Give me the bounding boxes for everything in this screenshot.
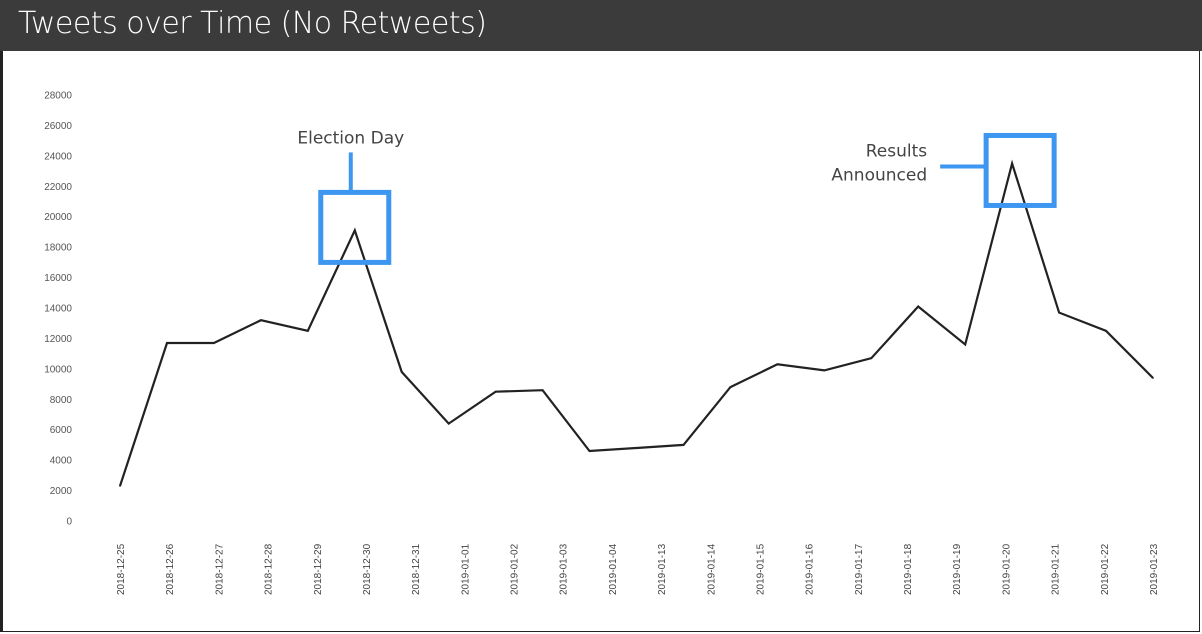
y-tick-label: 22000 xyxy=(44,182,72,193)
x-tick-label: 2019-01-13 xyxy=(657,543,668,595)
y-tick-label: 4000 xyxy=(50,456,73,467)
x-tick-label: 2018-12-26 xyxy=(165,543,176,595)
y-tick-label: 12000 xyxy=(44,334,72,345)
data-point xyxy=(494,390,497,393)
data-point xyxy=(917,305,920,308)
data-point xyxy=(682,444,685,446)
data-point xyxy=(353,229,356,232)
x-tick-label: 2019-01-20 xyxy=(1001,543,1012,595)
data-point xyxy=(1152,377,1154,379)
election-day-label: Election Day xyxy=(297,128,404,148)
y-tick-label: 8000 xyxy=(50,395,73,406)
data-point xyxy=(588,450,591,452)
x-tick-label: 2018-12-30 xyxy=(362,543,373,595)
election-day-highlight-box xyxy=(318,189,392,265)
data-point xyxy=(307,330,309,332)
x-tick-label: 2019-01-19 xyxy=(952,543,963,595)
results-announced-label: Announced xyxy=(831,165,927,185)
x-tick-label: 2019-01-23 xyxy=(1149,543,1160,595)
x-tick-label: 2019-01-17 xyxy=(854,543,865,595)
x-tick-label: 2019-01-22 xyxy=(1100,543,1111,595)
x-tick-label: 2019-01-03 xyxy=(559,543,570,595)
x-tick-label: 2019-01-01 xyxy=(460,543,471,595)
data-point xyxy=(400,371,403,373)
data-point xyxy=(166,342,168,344)
x-tick-label: 2019-01-16 xyxy=(805,543,816,595)
x-tick-label: 2019-01-02 xyxy=(510,543,521,595)
data-point xyxy=(119,485,121,487)
x-tick-label: 2019-01-21 xyxy=(1051,543,1062,595)
x-tick-label: 2018-12-29 xyxy=(313,543,324,595)
x-tick-label: 2019-01-18 xyxy=(903,543,914,595)
y-tick-label: 6000 xyxy=(50,425,73,436)
y-tick-label: 26000 xyxy=(44,121,72,132)
y-tick-label: 28000 xyxy=(44,91,72,102)
data-point xyxy=(776,363,779,366)
y-tick-label: 14000 xyxy=(44,304,72,315)
x-tick-label: 2019-01-15 xyxy=(755,543,766,595)
x-tick-label: 2018-12-27 xyxy=(214,543,225,595)
data-point xyxy=(213,342,215,344)
y-tick-label: 2000 xyxy=(50,486,73,497)
y-tick-label: 24000 xyxy=(44,151,72,162)
x-tick-label: 2018-12-31 xyxy=(411,543,422,595)
y-tick-label: 0 xyxy=(66,517,72,528)
data-point xyxy=(1011,162,1013,165)
x-tick-label: 2018-12-28 xyxy=(264,543,275,595)
x-tick-label: 2019-01-04 xyxy=(608,543,619,595)
data-point xyxy=(447,422,450,425)
data-point xyxy=(964,343,966,346)
y-tick-label: 20000 xyxy=(44,212,72,223)
data-point xyxy=(870,357,873,360)
data-point xyxy=(1058,311,1060,314)
data-point xyxy=(635,447,638,449)
data-point xyxy=(541,389,544,391)
y-tick-label: 18000 xyxy=(44,243,72,254)
x-tick-label: 2019-01-14 xyxy=(706,543,717,595)
data-point xyxy=(260,319,262,321)
results-announced-label: Results xyxy=(866,141,928,161)
y-tick-label: 16000 xyxy=(44,273,72,284)
results-highlight-box xyxy=(983,132,1057,208)
data-point xyxy=(823,369,826,372)
data-point xyxy=(729,386,732,388)
chart-title: Tweets over Time (No Retweets) xyxy=(18,6,487,41)
data-point xyxy=(1105,330,1107,332)
series-line xyxy=(118,159,1154,487)
title-bar: Tweets over Time (No Retweets) xyxy=(0,0,1202,51)
y-tick-label: 10000 xyxy=(44,364,72,375)
x-tick-label: 2018-12-25 xyxy=(116,543,127,595)
